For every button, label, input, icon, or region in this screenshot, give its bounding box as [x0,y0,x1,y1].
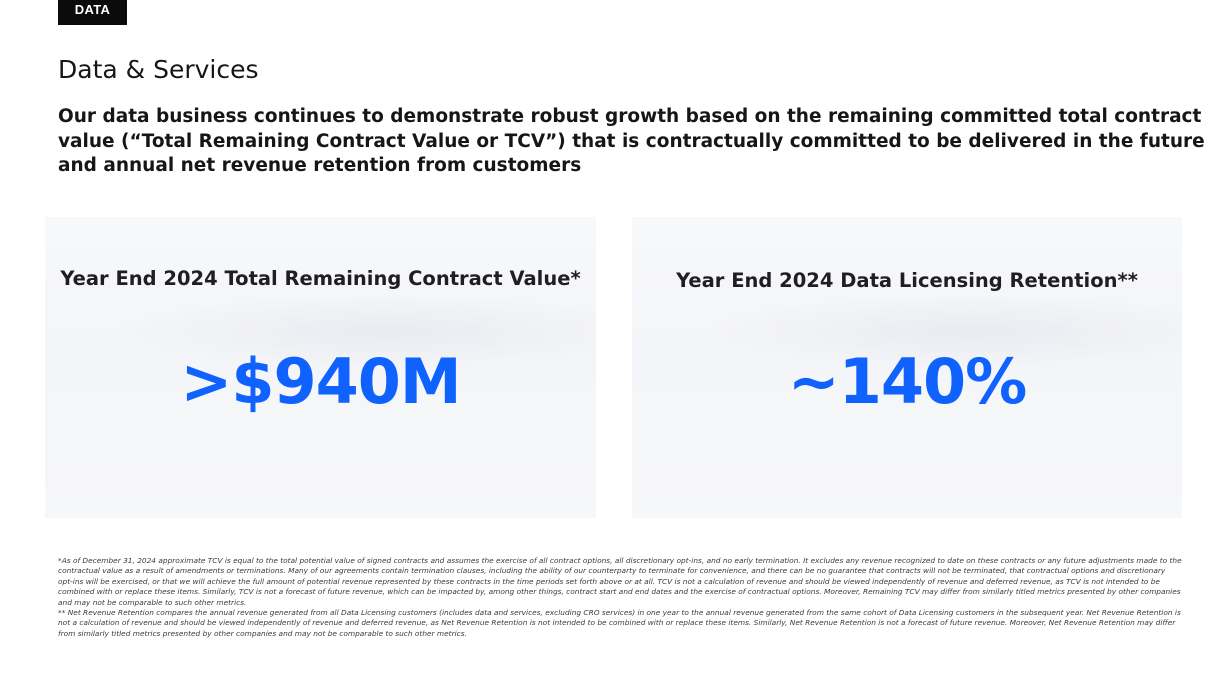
page-subtitle: Our data business continues to demonstra… [58,106,1205,176]
retention-metric-card: Year End 2024 Data Licensing Retention**… [632,217,1182,518]
section-tag: DATA [58,0,127,25]
tcv-metric-card: Year End 2024 Total Remaining Contract V… [45,217,596,518]
retention-metric-value: ~140% [787,345,1028,418]
tcv-metric-value: >$940M [180,345,461,418]
retention-metric-label: Year End 2024 Data Licensing Retention** [676,269,1138,292]
footnote-retention: ** Net Revenue Retention compares the an… [58,608,1181,638]
page-title: Data & Services [58,55,259,84]
footnote-tcv: *As of December 31, 2024 approximate TCV… [58,556,1182,607]
footnotes: *As of December 31, 2024 approximate TCV… [58,556,1182,639]
tcv-metric-label: Year End 2024 Total Remaining Contract V… [60,267,581,290]
